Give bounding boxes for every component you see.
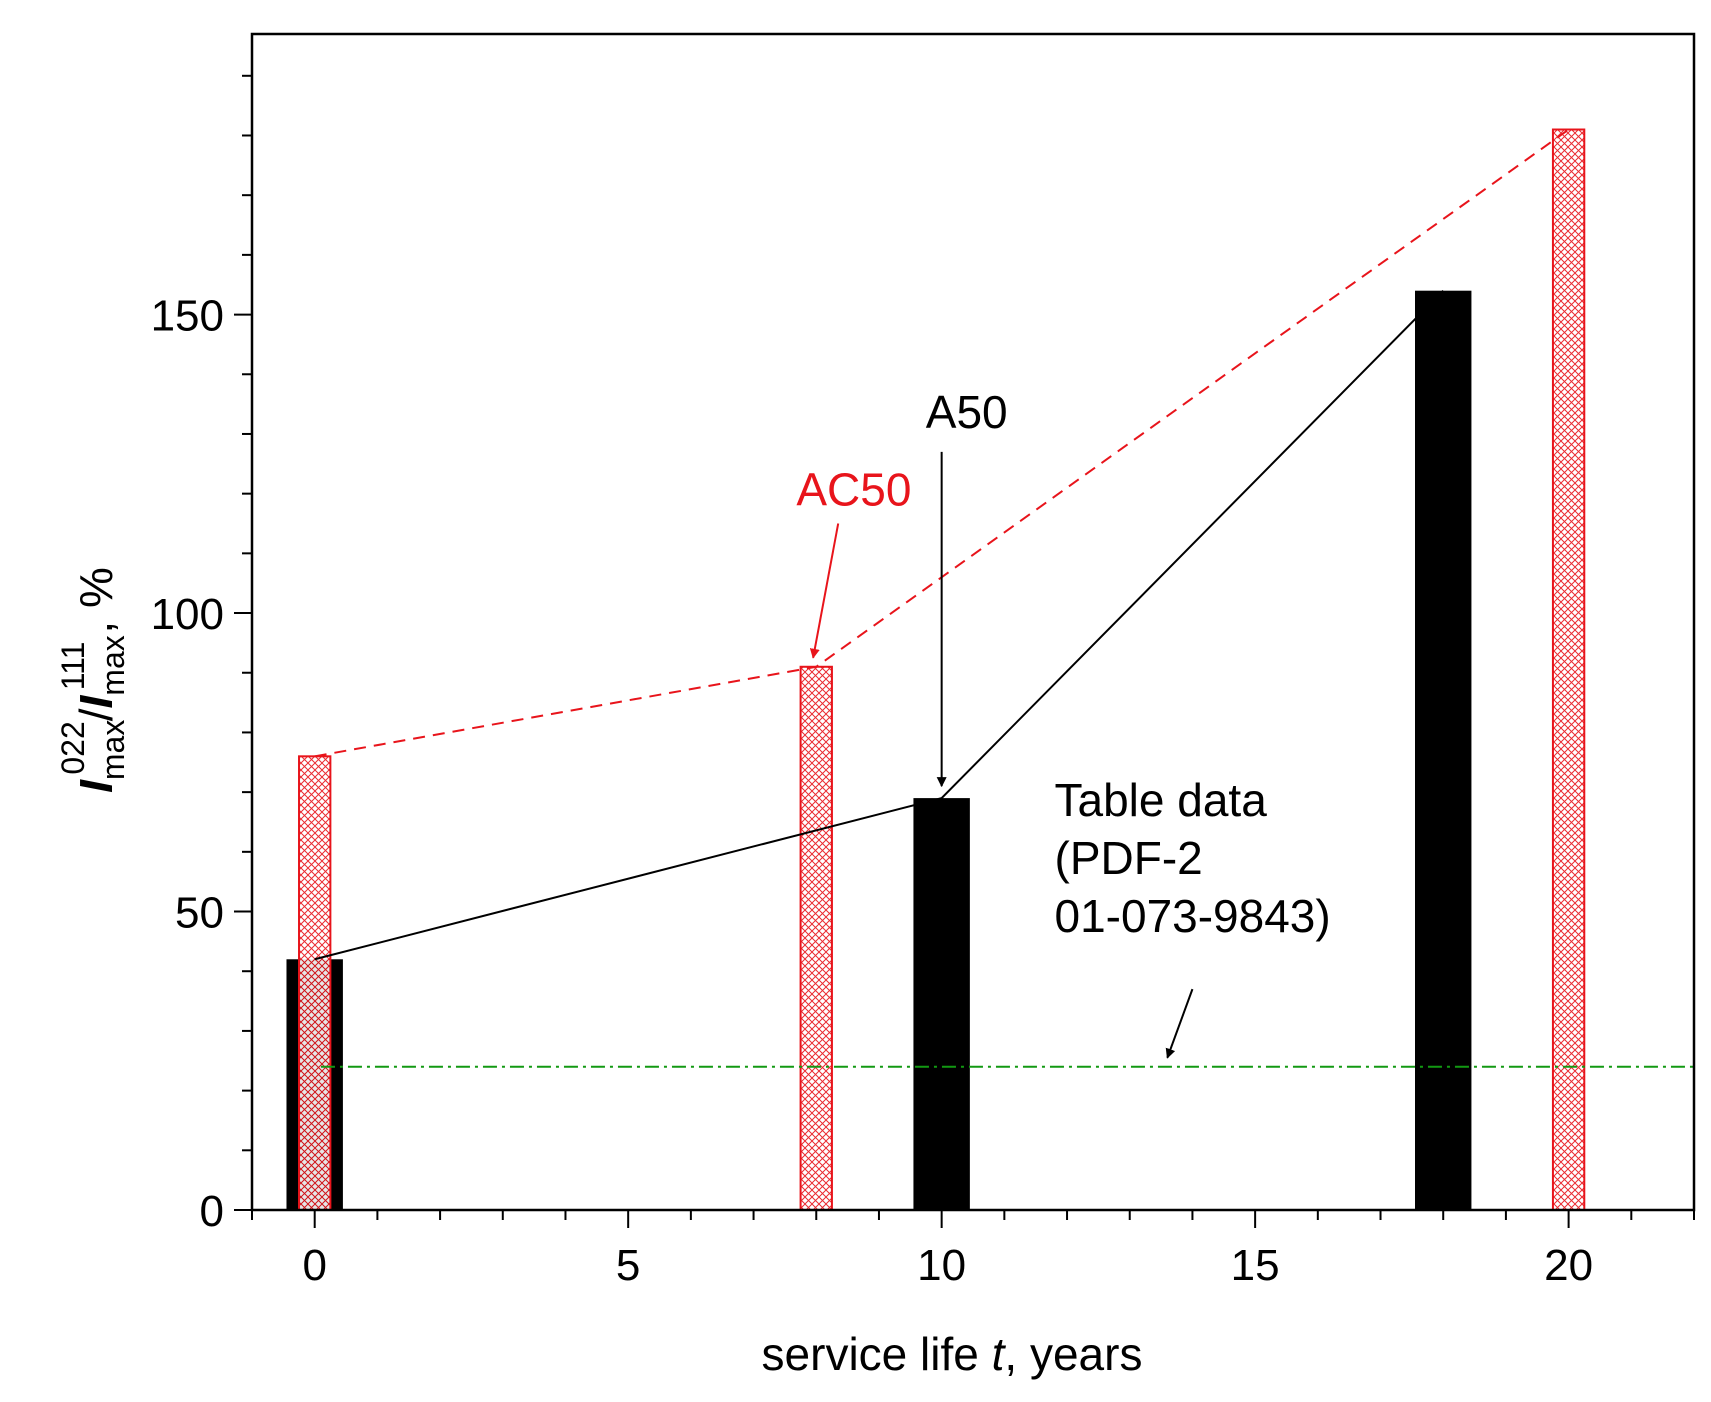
bars: [286, 128, 1586, 1211]
x-tick-label: 5: [616, 1241, 640, 1290]
trend-line-ac50: [314, 128, 1570, 758]
x-tick-label: 0: [302, 1241, 326, 1290]
y-tick-label: 100: [151, 590, 224, 639]
trend-lines: [314, 128, 1570, 961]
bar-a50-18: [1415, 290, 1472, 1210]
y-axis-label: Imax022/Imax111, %: [55, 567, 131, 793]
trend-line-a50: [314, 289, 1444, 961]
bar-ac50-8: [799, 665, 833, 1211]
plot-background: [252, 34, 1694, 1210]
plot-frame: [250, 32, 1696, 1212]
y-tick-label: 50: [175, 889, 224, 938]
bar-ac50-20: [1551, 128, 1586, 1211]
x-axis-label: service life t, years: [762, 1328, 1143, 1380]
annotation-a50-label: A50: [926, 386, 1008, 438]
reference-line-arrow: [1165, 988, 1194, 1059]
annotation-ac50-arrow: [809, 523, 840, 659]
y-tick-label: 150: [151, 292, 224, 341]
axes: 0 5 10 15 20 0 50 100 150: [151, 32, 1696, 1290]
annotation-ac50-label: AC50: [796, 464, 911, 516]
plot-area: [252, 34, 1694, 1210]
bar-ac50-0: [298, 755, 332, 1211]
x-tick-label: 15: [1231, 1241, 1280, 1290]
x-tick-label: 20: [1544, 1241, 1593, 1290]
reference-line-group: Table data (PDF-2 01-073-9843): [320, 774, 1694, 1068]
y-tick-label: 0: [200, 1187, 224, 1236]
annotations: AC50 A50: [796, 386, 1008, 788]
reference-line-label: Table data (PDF-2 01-073-9843): [1055, 774, 1331, 942]
x-tick-label: 10: [917, 1241, 966, 1290]
bar-a50-10: [913, 798, 970, 1210]
